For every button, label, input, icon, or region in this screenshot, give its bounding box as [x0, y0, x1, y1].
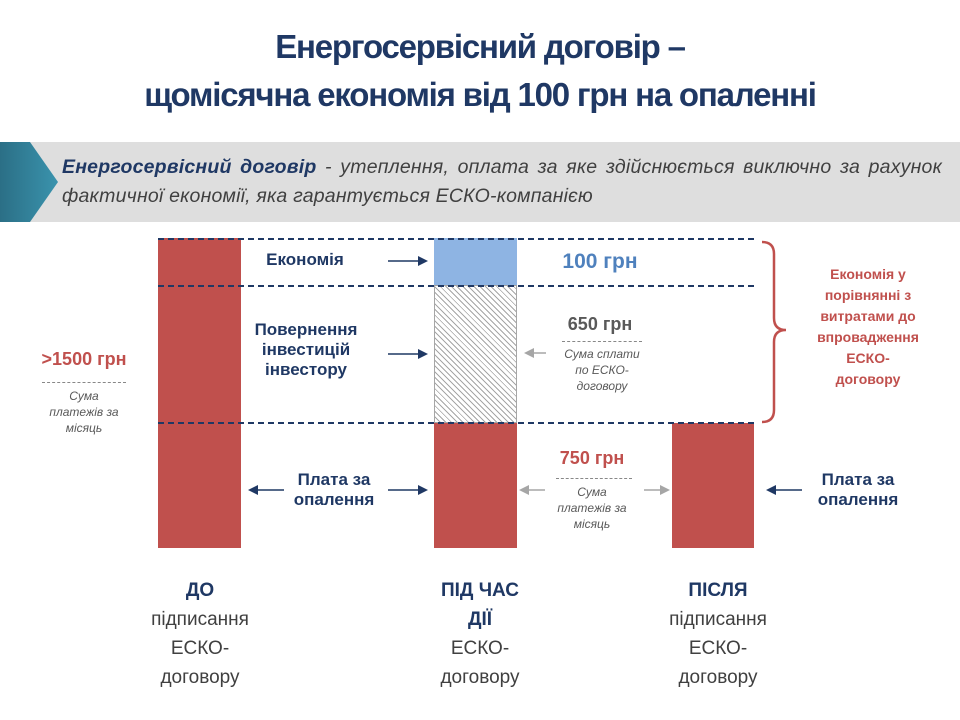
note-esco-line-3: договору: [576, 379, 628, 393]
note-before-line-2: платежів за: [49, 405, 119, 419]
label-heating-left: Плата за опалення: [274, 470, 394, 510]
column-after-line-2: ЕСКО-: [688, 638, 748, 659]
note-heating-line-2: платежів за: [557, 501, 627, 515]
note-esco: Сума сплати по ЕСКО- договору: [544, 346, 660, 394]
label-heating-right: Плата за опалення: [796, 470, 920, 510]
column-after-line-3: договору: [678, 667, 758, 688]
column-label-before: ДО підписання ЕСКО- договору: [120, 576, 280, 692]
savings-note-line-3: витратами до: [820, 308, 916, 324]
separator-before: [42, 382, 126, 383]
label-heating-left-line-2: опалення: [293, 490, 375, 509]
column-after-line-1: підписання: [669, 609, 767, 630]
savings-note-line-6: договору: [835, 371, 901, 387]
note-heating: Сума платежів за місяць: [534, 484, 650, 532]
note-esco-line-2: по ЕСКО-: [575, 363, 629, 377]
savings-note: Економія у порівнянні з витратами до впр…: [796, 264, 940, 390]
note-before: Сума платежів за місяць: [24, 388, 144, 436]
label-heating-left-line-1: Плата за: [297, 470, 371, 489]
note-esco-line-1: Сума сплати: [564, 347, 640, 361]
column-heading-after: ПІСЛЯ: [688, 580, 748, 601]
definition-banner: [0, 142, 960, 222]
value-heating-payment: 750 грн: [559, 448, 625, 468]
column-before-line-1: підписання: [151, 609, 249, 630]
label-investment-line-3: інвестору: [264, 360, 347, 379]
note-before-line-3: місяць: [65, 421, 103, 435]
definition-body: - утеплення, оплата за яке здійснюється …: [62, 156, 942, 207]
title-line-1: Енергосервісний договір –: [275, 28, 686, 65]
bar-during-heating: [434, 423, 517, 548]
label-investment-line-1: Повернення: [254, 320, 358, 339]
column-during-line-2: договору: [440, 667, 520, 688]
dashed-line-economy: [158, 285, 754, 287]
label-economy: Економія: [266, 250, 344, 269]
bar-after: [672, 423, 754, 548]
bar-investment-hatched: [434, 285, 517, 423]
column-label-during: ПІД ЧАС ДІЇ ЕСКО- договору: [400, 576, 560, 692]
chevron-icon: [0, 142, 58, 222]
separator-esco: [562, 341, 642, 342]
dashed-line-top: [158, 238, 754, 240]
savings-note-line-4: впровадження: [817, 329, 919, 345]
bar-before: [158, 238, 241, 548]
column-heading-during-line-2: ДІЇ: [467, 609, 493, 630]
bar-economy: [434, 238, 517, 285]
note-heating-line-3: місяць: [573, 517, 611, 531]
savings-note-line-1: Економія у: [830, 266, 906, 282]
column-before-line-3: договору: [160, 667, 240, 688]
definition-text: Енергосервісний договір - утеплення, опл…: [62, 153, 942, 211]
value-esco-payment: 650 грн: [567, 314, 633, 334]
column-heading-during-line-1: ПІД ЧАС: [440, 580, 520, 601]
note-heating-line-1: Сума: [577, 485, 607, 499]
savings-note-line-5: ЕСКО-: [846, 350, 890, 366]
column-before-line-2: ЕСКО-: [170, 638, 230, 659]
title-line-2: щомісячна економія від 100 грн на опален…: [144, 76, 817, 113]
label-investment: Повернення інвестицій інвестору: [246, 320, 366, 380]
column-during-line-1: ЕСКО-: [450, 638, 510, 659]
column-label-after: ПІСЛЯ підписання ЕСКО- договору: [638, 576, 798, 692]
separator-heating: [556, 478, 632, 479]
savings-note-line-2: порівнянні з: [824, 287, 912, 303]
note-before-line-1: Сума: [69, 389, 99, 403]
value-before-total: >1500 грн: [41, 349, 127, 369]
label-heating-right-line-2: опалення: [817, 490, 899, 509]
label-investment-line-2: інвестицій: [261, 340, 351, 359]
value-economy: 100 грн: [562, 250, 638, 273]
brace-icon: [761, 240, 787, 424]
dashed-line-heating: [158, 422, 754, 424]
label-heating-right-line-1: Плата за: [821, 470, 895, 489]
column-heading-before: ДО: [185, 580, 215, 601]
definition-term: Енергосервісний договір: [62, 156, 317, 178]
